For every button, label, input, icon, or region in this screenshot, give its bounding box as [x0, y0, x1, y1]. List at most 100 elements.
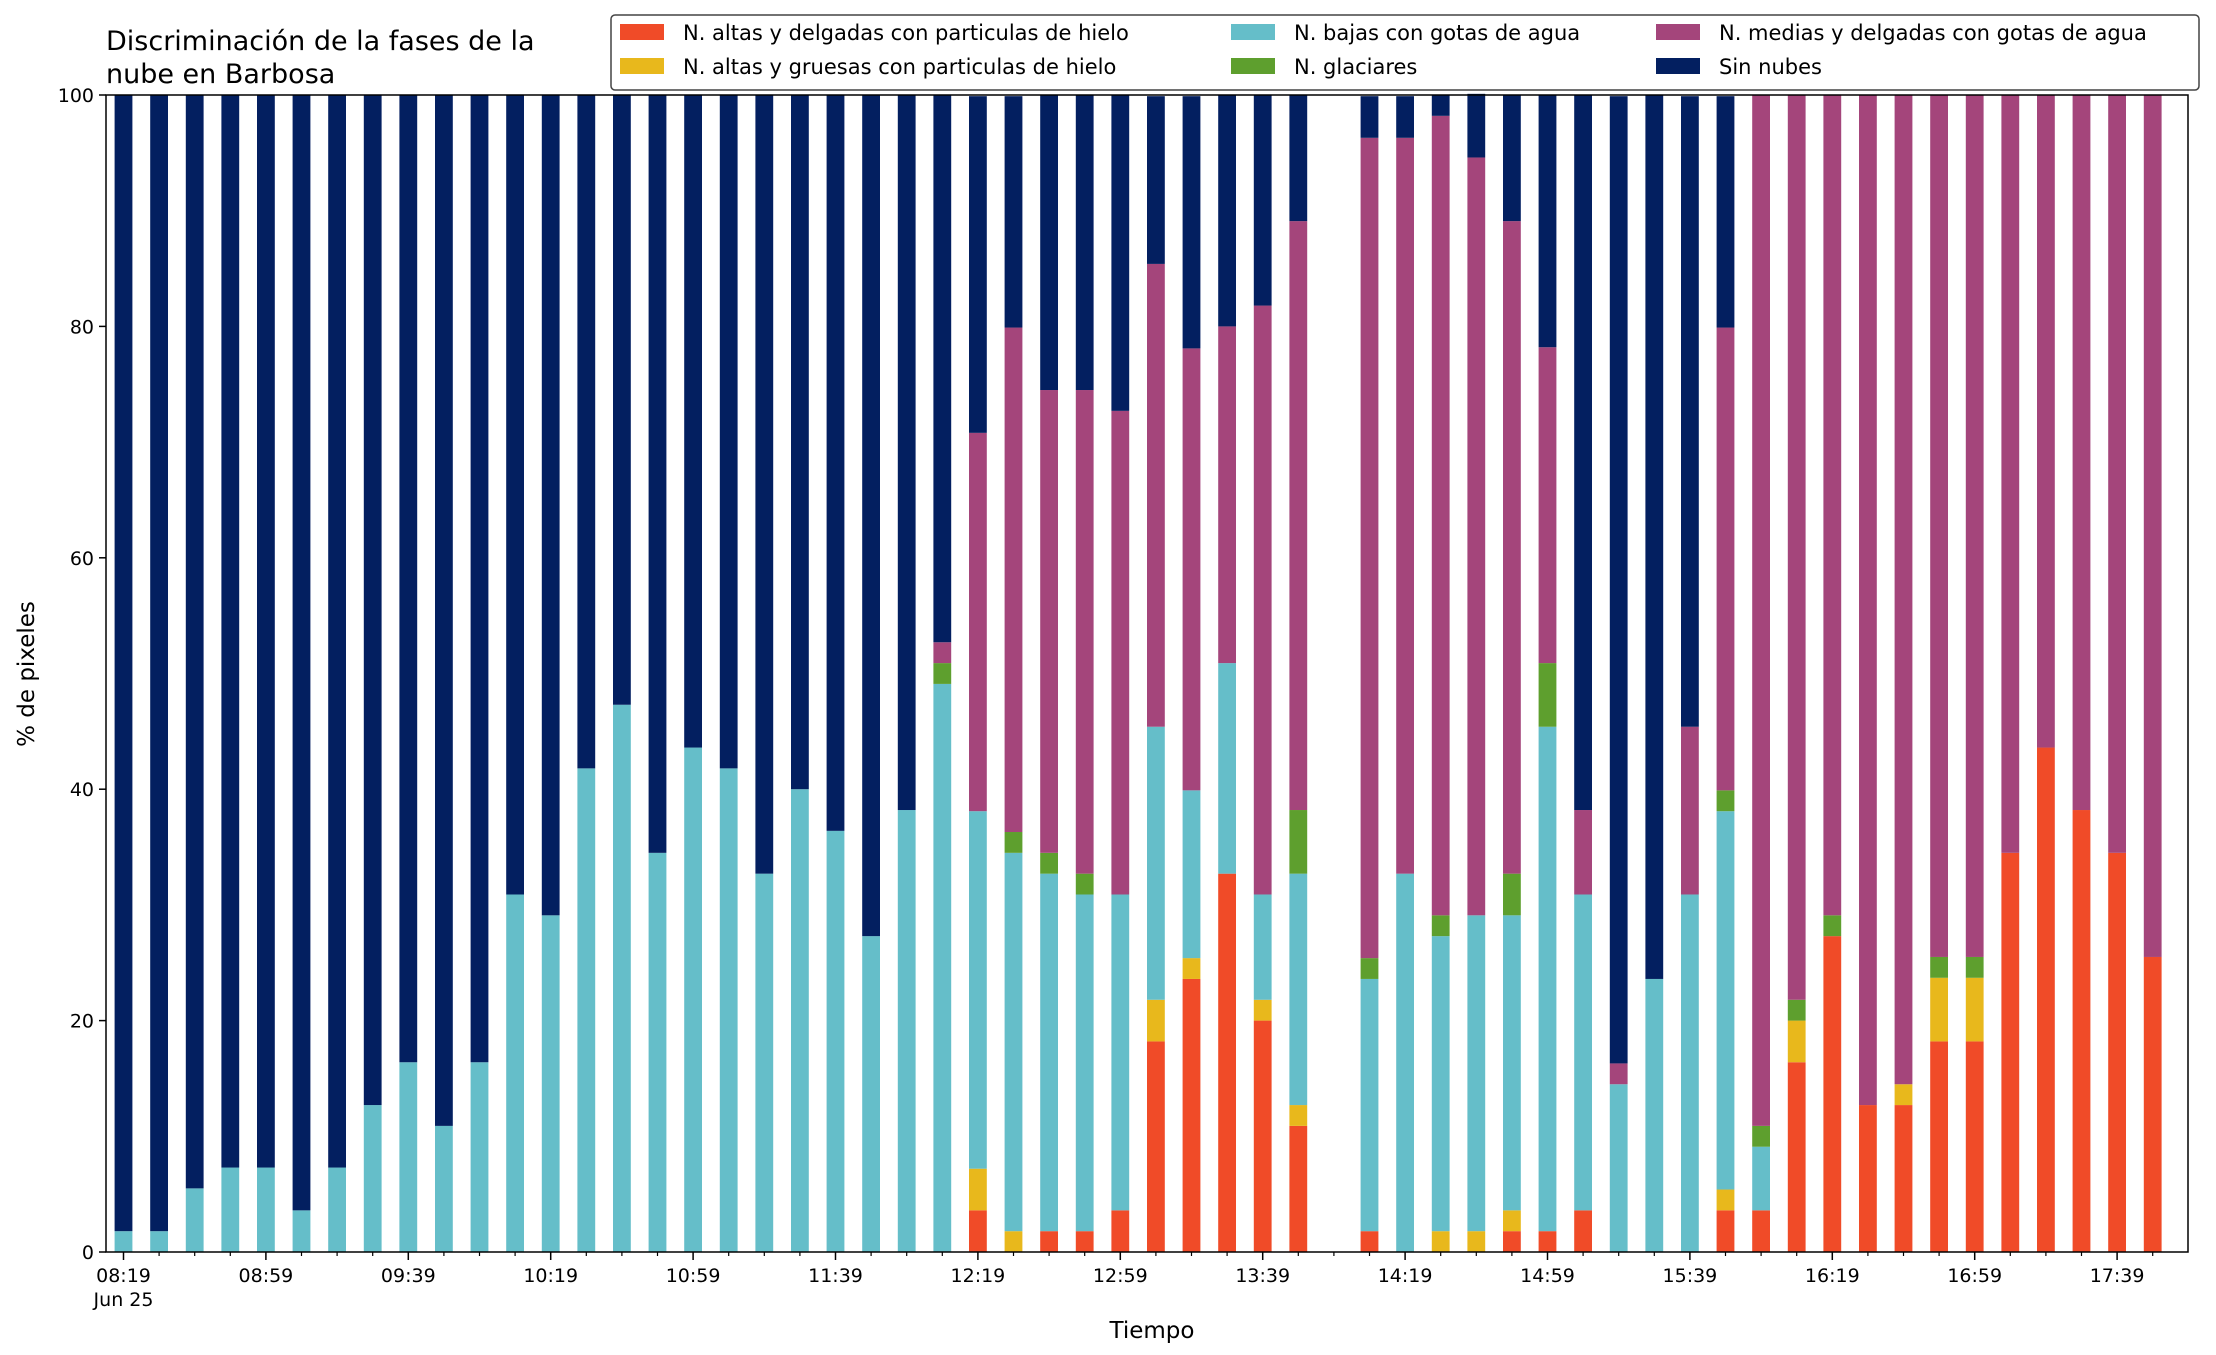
- bar-segment-5-35: [1360, 96, 1379, 138]
- bar-segment-4-41: [1574, 810, 1592, 895]
- bar-segment-2-46: [1752, 1146, 1770, 1211]
- bar-segment-5-32: [1253, 95, 1272, 306]
- bar-segment-4-47: [1787, 95, 1806, 1000]
- legend-label-2: N. bajas con gotas de agua: [1294, 21, 1580, 45]
- bar-segment-5-41: [1574, 95, 1592, 811]
- bar-segment-0-54: [2037, 747, 2055, 1252]
- bar-segment-0-33: [1289, 1125, 1308, 1252]
- bar-segment-5-23: [933, 95, 952, 643]
- legend-swatch-1: [620, 58, 664, 74]
- bar-segment-4-32: [1253, 305, 1272, 895]
- x-tick-label: 12:19: [951, 1265, 1006, 1287]
- bar-segment-5-30: [1182, 96, 1201, 349]
- bar-segment-4-33: [1289, 221, 1308, 811]
- x-tick-label: 16:59: [1947, 1265, 2002, 1287]
- bar-segment-5-11: [506, 95, 524, 895]
- y-axis: 0 20 40 60 80 100: [58, 85, 106, 1264]
- bar-segment-1-30: [1182, 958, 1201, 979]
- bar-segment-3-33: [1289, 810, 1308, 874]
- bar-segment-5-8: [399, 95, 418, 1063]
- bars-layer: [114, 93, 2162, 1252]
- bar-segment-2-43: [1645, 978, 1664, 1252]
- bar-segment-3-51: [1930, 956, 1948, 978]
- bar-segment-3-27: [1075, 873, 1094, 895]
- bar-segment-0-31: [1218, 873, 1236, 1252]
- x-tick-label: 16:19: [1805, 1265, 1860, 1287]
- bar-segment-2-8: [399, 1062, 418, 1252]
- bar-segment-0-56: [2108, 852, 2126, 1252]
- bar-segment-2-36: [1396, 873, 1414, 1252]
- bar-segment-0-27: [1075, 1231, 1094, 1252]
- bar-segment-3-40: [1538, 663, 1557, 727]
- bar-segment-0-46: [1752, 1210, 1770, 1252]
- y-tick-label: 20: [70, 1011, 94, 1033]
- bar-segment-5-12: [541, 95, 560, 916]
- bar-segment-1-52: [1965, 977, 1984, 1042]
- bar-segment-5-44: [1681, 96, 1699, 727]
- bar-segment-4-40: [1538, 347, 1557, 664]
- bar-segment-3-39: [1503, 873, 1521, 916]
- bar-segment-2-16: [684, 747, 702, 1252]
- bar-segment-2-27: [1075, 894, 1094, 1232]
- bar-segment-4-31: [1218, 326, 1236, 664]
- bar-segment-5-39: [1503, 95, 1521, 222]
- bar-segment-4-49: [1859, 95, 1877, 1106]
- bar-segment-3-46: [1752, 1125, 1770, 1147]
- bar-segment-0-24: [969, 1210, 987, 1252]
- x-tick-label: 11:39: [808, 1265, 863, 1287]
- bar-segment-2-17: [719, 768, 738, 1252]
- y-tick-label: 80: [70, 316, 94, 338]
- bar-segment-4-52: [1965, 95, 1984, 957]
- bar-segment-4-44: [1681, 726, 1699, 895]
- bar-segment-4-23: [933, 642, 952, 664]
- bar-segment-2-14: [613, 704, 631, 1252]
- bar-segment-4-46: [1752, 95, 1770, 1126]
- bar-segment-1-39: [1503, 1210, 1521, 1232]
- bar-segment-2-26: [1040, 873, 1058, 1232]
- bar-segment-1-37: [1431, 1231, 1450, 1252]
- bar-segment-2-24: [969, 811, 987, 1169]
- legend-label-1: N. altas y gruesas con particulas de hie…: [683, 55, 1116, 79]
- bar-segment-3-45: [1716, 790, 1735, 812]
- bar-segment-0-40: [1538, 1231, 1557, 1252]
- bar-segment-5-28: [1111, 95, 1130, 411]
- bar-segment-3-52: [1965, 956, 1984, 978]
- bar-segment-5-38: [1467, 93, 1486, 158]
- bar-segment-2-33: [1289, 873, 1308, 1106]
- bar-segment-5-3: [221, 95, 240, 1168]
- bar-segment-5-7: [363, 95, 382, 1106]
- bar-segment-4-45: [1716, 327, 1735, 791]
- bar-segment-5-5: [292, 95, 311, 1211]
- bar-segment-5-18: [755, 95, 774, 874]
- x-tick-label: 08:59: [239, 1265, 294, 1287]
- bar-segment-4-36: [1396, 137, 1414, 874]
- bar-segment-4-54: [2037, 95, 2055, 748]
- bar-segment-2-11: [506, 894, 524, 1252]
- bar-segment-4-42: [1609, 1063, 1628, 1085]
- bar-segment-4-56: [2108, 95, 2126, 853]
- bar-segment-4-51: [1930, 95, 1948, 957]
- bar-segment-2-41: [1574, 894, 1592, 1211]
- bar-segment-2-4: [257, 1167, 275, 1252]
- bar-segment-4-24: [969, 432, 987, 812]
- y-tick-label: 100: [58, 85, 94, 107]
- y-tick-label: 40: [70, 779, 94, 801]
- bar-segment-5-25: [1004, 96, 1023, 328]
- x-tick-label: 14:59: [1520, 1265, 1575, 1287]
- bar-segment-2-28: [1111, 894, 1130, 1211]
- chart-title: Discriminación de la fases de la nube en…: [106, 26, 535, 90]
- bar-segment-2-37: [1431, 936, 1450, 1232]
- bar-segment-5-33: [1289, 95, 1308, 222]
- legend-swatch-5: [1656, 58, 1700, 74]
- bar-segment-0-32: [1253, 1020, 1272, 1252]
- chart-title-line-1: Discriminación de la fases de la: [106, 26, 535, 57]
- bar-segment-2-3: [221, 1167, 240, 1252]
- bar-segment-5-1: [150, 95, 168, 1232]
- bar-segment-2-20: [826, 830, 845, 1252]
- bar-segment-0-47: [1787, 1062, 1806, 1252]
- bar-segment-5-36: [1396, 96, 1414, 138]
- bar-segment-4-25: [1004, 327, 1023, 833]
- bar-segment-0-55: [2072, 810, 2091, 1252]
